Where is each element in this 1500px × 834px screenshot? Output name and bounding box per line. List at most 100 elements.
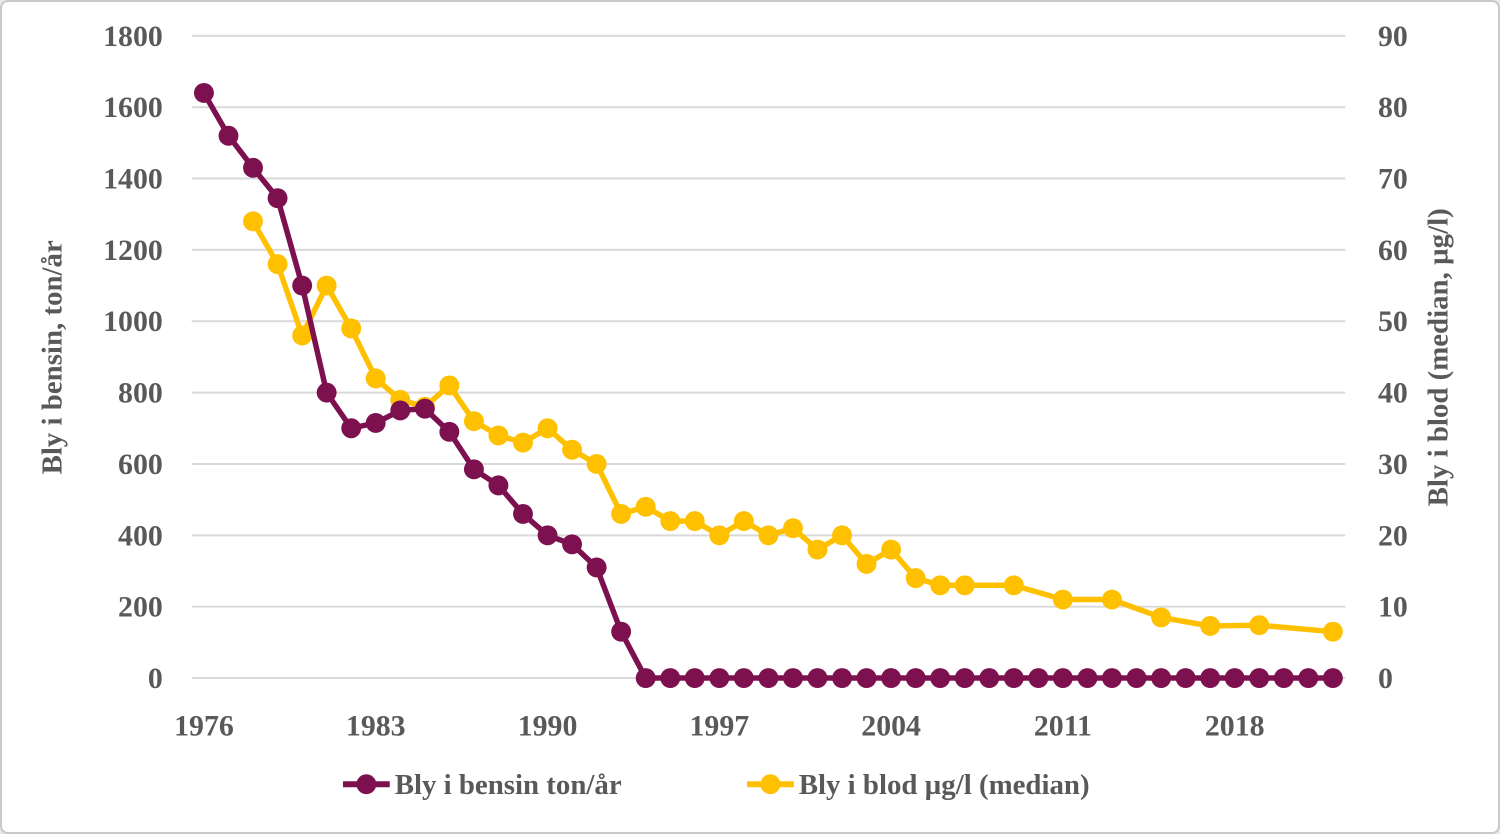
series-blod-marker [537,418,558,439]
series-blod-marker [635,496,656,517]
left-axis-tick-label: 0 [148,662,163,695]
series-bensin-marker [954,668,975,688]
series-bensin-marker [218,125,239,146]
right-axis-tick-label: 20 [1378,519,1408,552]
series-bensin-marker [267,188,288,209]
series-bensin-marker [316,382,337,403]
x-axis-tick-label: 1976 [174,709,234,742]
left-axis-tick-label: 600 [118,448,163,481]
legend-label: Bly i blod µg/l (median) [799,769,1090,801]
series-blod-marker [267,254,288,275]
series-blod-marker [243,211,263,232]
series-blod-marker [611,503,632,524]
series-bensin-marker [1273,668,1294,688]
series-bensin-marker [856,668,877,688]
right-axis-tick-label: 80 [1378,91,1408,124]
x-axis-tick-label: 2004 [861,709,921,742]
series-blod-marker [1200,616,1221,636]
right-axis-title: Bly i blod (median, µg/l) [1423,208,1455,506]
series-bensin-marker [1077,668,1098,688]
series-bensin [193,83,1343,688]
series-blod-marker [684,511,705,532]
series-bensin-marker [341,418,362,439]
series-blod-marker [733,511,754,532]
right-axis-tick-label: 40 [1378,377,1408,410]
series-blod-line [250,218,1336,635]
series-bensin-marker [709,668,730,688]
series-blod-marker [758,525,779,546]
gridlines [191,34,1346,680]
series-blod-marker [562,439,583,460]
series-bensin-marker [463,459,484,480]
series-bensin-marker [513,503,533,524]
series-bensin-marker [881,668,902,688]
series-blod-marker [586,454,607,474]
series-bensin-marker [1126,668,1147,688]
x-axis-tick-label: 2011 [1034,709,1092,742]
series-blod-marker [930,575,951,596]
series-bensin-marker [1175,668,1196,688]
right-axis-tick-label: 0 [1378,662,1393,695]
legend-label: Bly i bensin ton/år [395,769,622,801]
left-axis-tick-label: 400 [118,519,163,552]
series-bensin-marker [1200,668,1221,688]
series-bensin-marker [488,475,509,496]
series-bensin-marker [586,557,607,578]
right-axis-tick-label: 70 [1378,163,1408,196]
series-blod-marker [905,568,926,589]
series-bensin-marker [979,668,1000,688]
x-axis-tick-label: 2018 [1205,709,1265,742]
series-bensin-marker [733,668,754,688]
left-axis-tick-label: 1800 [103,20,163,53]
series-bensin-marker [365,413,386,433]
series-bensin-marker [243,157,263,178]
x-axis-tick-label: 1990 [518,709,578,742]
left-axis-tick-labels: 0 200 400 600 800 1000 1200 1400 1600 1800 [103,20,163,695]
series-blod-marker [881,539,902,560]
series-bensin-marker [562,534,583,555]
right-axis-tick-label: 60 [1378,234,1408,267]
legend-item-bensin: Bly i bensin ton/år [342,769,622,801]
series-blod-marker [954,575,975,596]
legend-marker-icon [356,774,377,795]
series-blod-marker [1102,589,1122,610]
series-bensin-marker [1102,668,1122,688]
right-axis-tick-label: 50 [1378,305,1408,338]
series-bensin-marker [390,400,411,421]
series-bensin-marker [1052,668,1073,688]
series-blod-marker [783,518,803,539]
series-bensin-marker [783,668,803,688]
right-axis-tick-label: 10 [1378,591,1408,624]
series-blod-marker [1151,607,1172,628]
legend-marker-icon [760,774,781,795]
series-bensin-marker [1322,668,1343,688]
series-bensin-marker [684,668,705,688]
series-blod-marker [1003,575,1024,596]
right-axis-tick-label: 90 [1378,20,1408,53]
series-bensin-marker [439,421,460,442]
series-blod-marker [1052,589,1073,610]
series-bensin-marker [193,83,214,103]
series-blod-marker [463,411,484,432]
series-blod-marker [341,318,362,339]
series-blod-marker [292,325,313,346]
x-axis-tick-label: 1983 [346,709,406,742]
series-blod-marker [660,511,681,532]
series-blod-marker [365,368,386,389]
series-bensin-marker [635,668,656,688]
series-blod-marker [709,525,730,546]
series-blod-marker [488,425,509,446]
series-blod-marker [1249,615,1270,636]
series-blod-marker [316,275,337,296]
series-bensin-marker [611,621,632,642]
series-blod [243,211,1343,642]
series-bensin-marker [1003,668,1024,688]
series-bensin-marker [1224,668,1245,688]
right-axis-tick-label: 30 [1378,448,1408,481]
legend: Bly i bensin ton/år Bly i blod µg/l (medi… [342,769,1090,801]
left-axis-tick-label: 1400 [103,163,163,196]
series-blod-marker [439,375,460,396]
series-blod-marker [513,432,533,453]
